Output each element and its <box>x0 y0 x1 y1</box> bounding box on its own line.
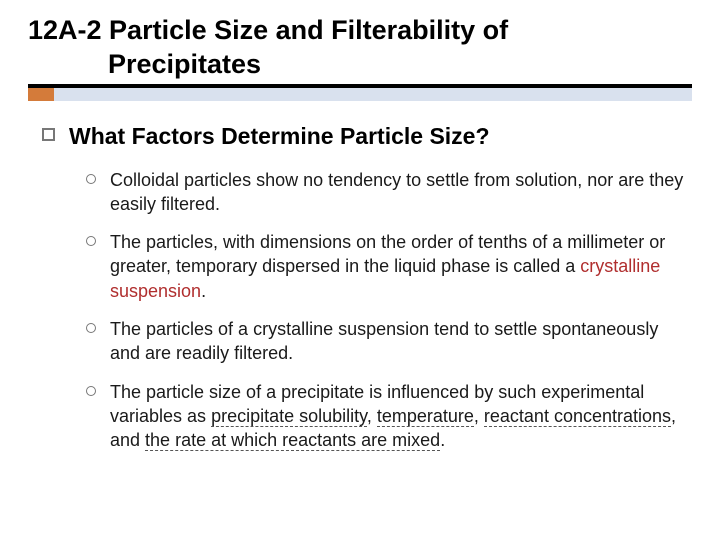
list-item-text: The particles of a crystalline suspensio… <box>110 317 692 366</box>
title-block: 12A-2 Particle Size and Filterability of… <box>28 14 692 101</box>
list-item-text: The particles, with dimensions on the or… <box>110 230 692 303</box>
circle-bullet-icon <box>86 236 96 246</box>
title-line2: Precipitates <box>28 48 692 82</box>
accent-bar-light <box>54 88 692 101</box>
accent-bar <box>28 88 692 101</box>
circle-bullet-icon <box>86 323 96 333</box>
section-heading: What Factors Determine Particle Size? <box>69 123 490 150</box>
text-segment: Colloidal particles show no tendency to … <box>110 170 683 214</box>
items-list: Colloidal particles show no tendency to … <box>42 168 692 453</box>
list-item: The particle size of a precipitate is in… <box>86 380 692 453</box>
list-item-text: The particle size of a precipitate is in… <box>110 380 692 453</box>
text-segment: , <box>367 406 377 426</box>
term-underlined: reactant concentrations <box>484 406 671 427</box>
circle-bullet-icon <box>86 174 96 184</box>
list-item: The particles, with dimensions on the or… <box>86 230 692 303</box>
text-segment: . <box>440 430 445 450</box>
text-segment: The particles of a crystalline suspensio… <box>110 319 658 363</box>
list-item: The particles of a crystalline suspensio… <box>86 317 692 366</box>
square-bullet-icon <box>42 128 55 141</box>
term-underlined: temperature <box>377 406 474 427</box>
circle-bullet-icon <box>86 386 96 396</box>
title-line1: 12A-2 Particle Size and Filterability of <box>28 14 692 48</box>
accent-bar-orange <box>28 88 54 101</box>
term-underlined: the rate at which reactants are mixed <box>145 430 440 451</box>
text-segment: , <box>474 406 484 426</box>
slide-title: 12A-2 Particle Size and Filterability of… <box>28 14 692 82</box>
text-segment: . <box>201 281 206 301</box>
list-item: Colloidal particles show no tendency to … <box>86 168 692 217</box>
term-underlined: precipitate solubility <box>211 406 367 427</box>
list-item-text: Colloidal particles show no tendency to … <box>110 168 692 217</box>
section-heading-row: What Factors Determine Particle Size? <box>42 123 692 150</box>
section: What Factors Determine Particle Size? Co… <box>28 123 692 453</box>
slide: 12A-2 Particle Size and Filterability of… <box>0 0 720 486</box>
